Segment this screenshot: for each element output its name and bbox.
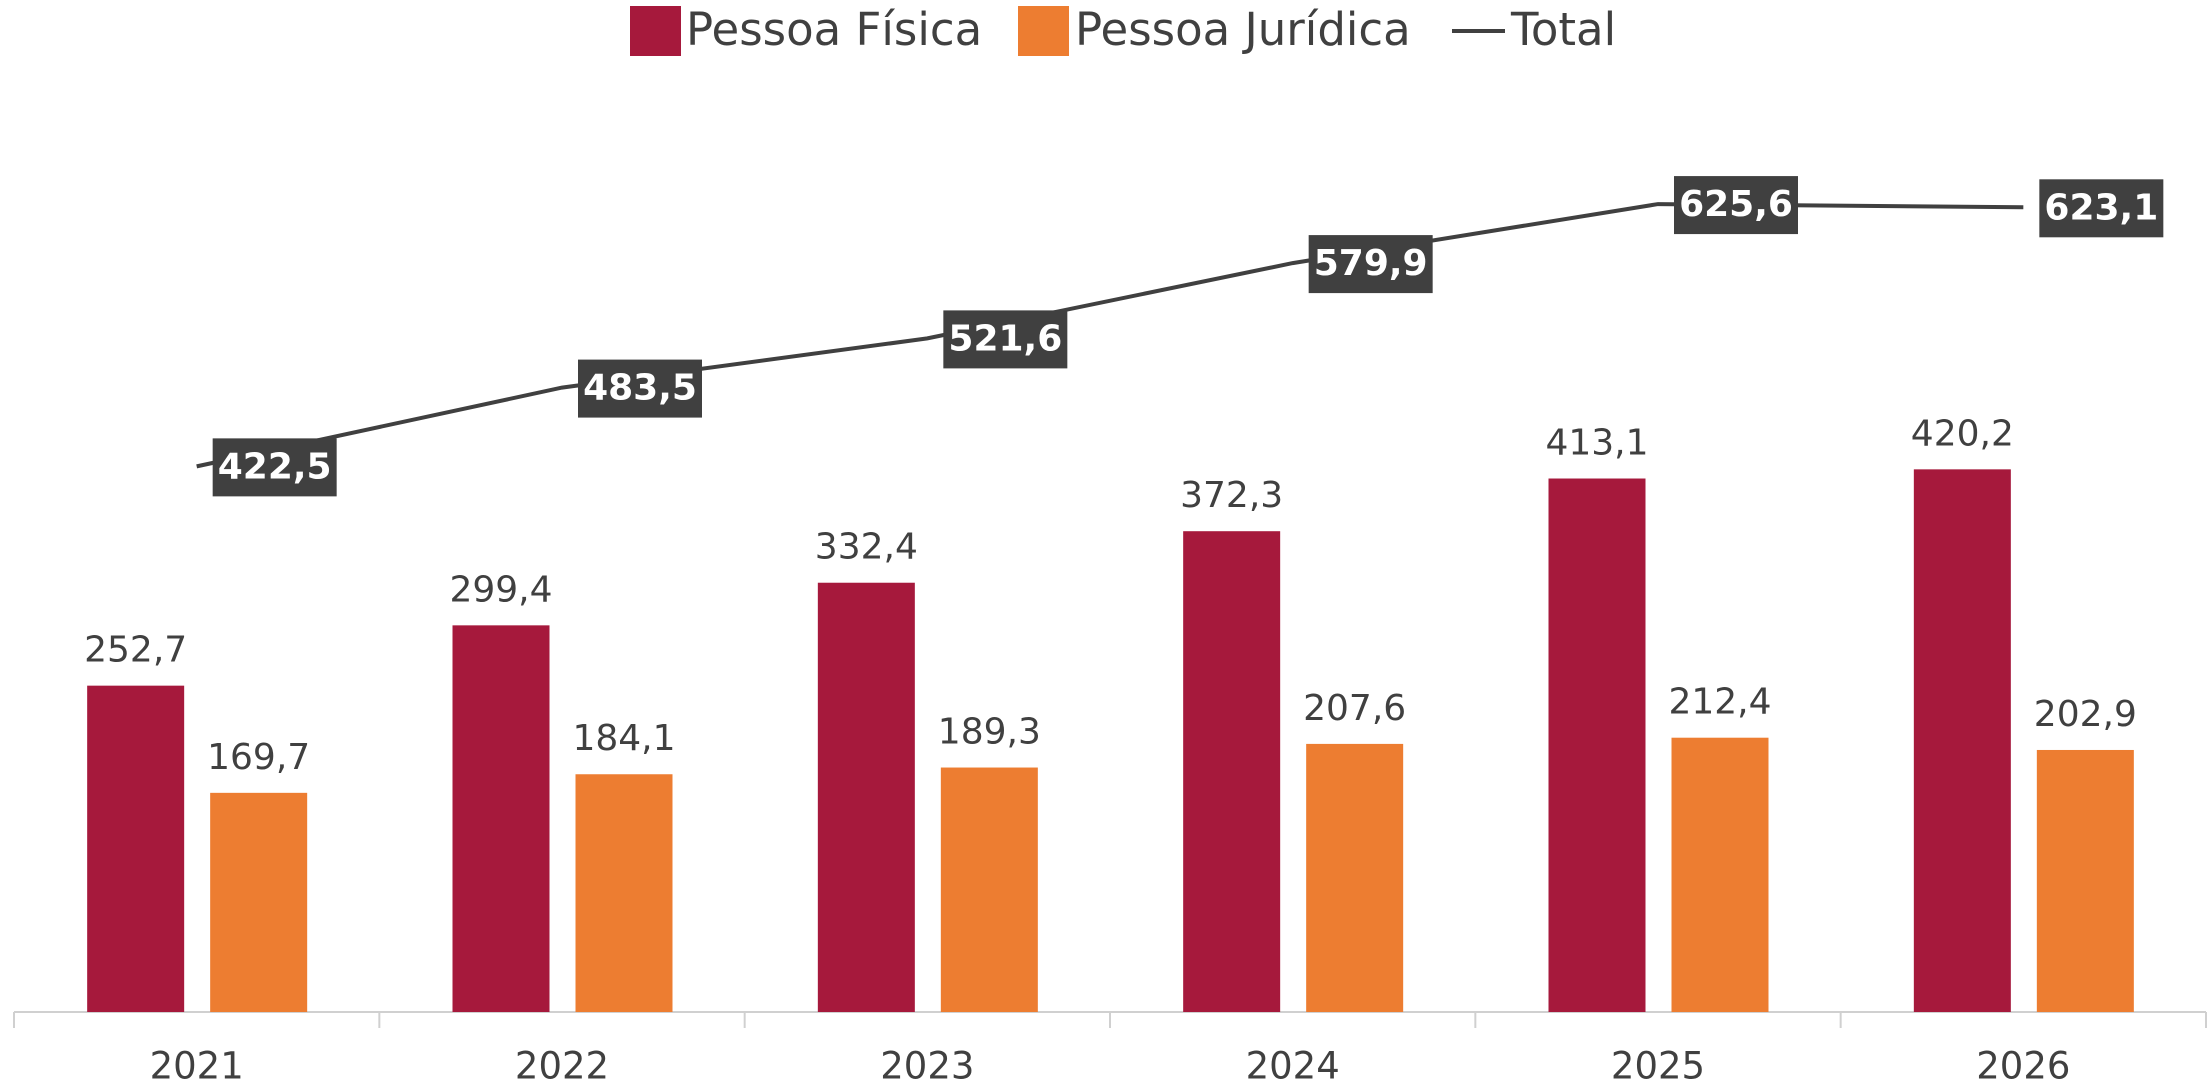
data-label: 483,5 <box>583 368 697 409</box>
bar <box>452 625 550 1012</box>
bar <box>1671 737 1769 1012</box>
bar <box>87 685 185 1012</box>
data-label: 422,5 <box>218 446 332 487</box>
bar <box>1306 743 1404 1012</box>
legend-label: Pessoa Jurídica <box>1075 3 1411 56</box>
data-label-box <box>578 359 702 418</box>
data-label-box <box>2039 179 2164 238</box>
bar <box>940 767 1038 1012</box>
data-label: 299,4 <box>449 569 552 610</box>
x-tick-label: 2025 <box>1611 1045 1705 1087</box>
data-label: 184,1 <box>572 718 675 759</box>
data-label: 413,1 <box>1545 423 1648 464</box>
data-label-box <box>1674 176 1798 235</box>
x-tick-label: 2026 <box>1976 1045 2070 1087</box>
data-label: 521,6 <box>948 318 1062 359</box>
bar <box>1548 478 1646 1012</box>
data-label-box <box>212 438 337 497</box>
bar <box>575 774 673 1012</box>
data-label: 625,6 <box>1679 184 1793 225</box>
data-label: 579,9 <box>1314 243 1428 284</box>
data-label: 207,6 <box>1303 688 1406 729</box>
x-tick-label: 2022 <box>515 1045 609 1087</box>
data-label-box <box>1308 235 1433 294</box>
x-tick-label: 2024 <box>1246 1045 1340 1087</box>
data-label: 420,2 <box>1911 413 2014 454</box>
line <box>196 202 2024 469</box>
legend-swatch <box>1018 6 1069 56</box>
bar <box>2036 749 2134 1012</box>
bar <box>210 792 308 1012</box>
legend-label: Pessoa Física <box>686 3 982 56</box>
data-label-box <box>943 310 1068 369</box>
data-label: 212,4 <box>1668 682 1771 723</box>
data-label: 169,7 <box>207 737 310 778</box>
data-label: 623,1 <box>2044 187 2158 228</box>
data-label: 372,3 <box>1180 475 1283 516</box>
data-label: 189,3 <box>938 712 1041 753</box>
legend-label: Total <box>1510 3 1616 56</box>
x-tick-label: 2021 <box>150 1045 244 1087</box>
bar <box>1183 531 1281 1012</box>
bar <box>1913 469 2011 1013</box>
bar <box>817 582 915 1012</box>
x-tick-label: 2023 <box>880 1045 974 1087</box>
data-label: 252,7 <box>84 630 187 671</box>
data-label: 332,4 <box>815 527 918 568</box>
data-label: 202,9 <box>2034 694 2137 735</box>
legend-swatch <box>630 6 681 56</box>
